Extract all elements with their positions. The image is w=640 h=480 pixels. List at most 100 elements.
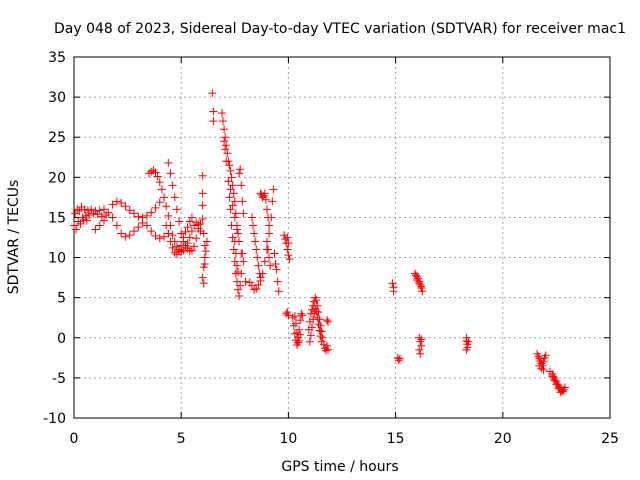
y-tick-label: 5 [57, 291, 66, 307]
data-point [235, 169, 244, 178]
data-point [199, 229, 208, 238]
data-point [168, 181, 177, 190]
data-point [550, 376, 559, 385]
data-point [121, 202, 130, 211]
data-point [265, 221, 274, 230]
data-point [121, 232, 130, 241]
data-point [283, 245, 292, 254]
x-tick-label: 15 [387, 431, 405, 447]
data-point [234, 267, 243, 276]
data-point [201, 247, 210, 256]
data-point [162, 202, 171, 211]
data-point [155, 234, 164, 243]
data-point [274, 287, 283, 296]
data-point [312, 296, 321, 305]
data-point [316, 332, 325, 341]
data-point [321, 346, 330, 355]
data-point [237, 249, 246, 258]
data-point [117, 199, 126, 208]
data-point [187, 246, 196, 255]
data-point [97, 212, 106, 221]
data-point [95, 221, 104, 230]
data-point [410, 269, 419, 278]
data-point [292, 328, 301, 337]
data-point [187, 213, 196, 222]
data-point [250, 285, 259, 294]
data-point [284, 239, 293, 248]
data-point [175, 217, 184, 226]
data-point [200, 241, 209, 250]
data-point [100, 216, 109, 225]
data-point [464, 337, 473, 346]
data-point [225, 193, 234, 202]
data-point [237, 181, 246, 190]
data-point [75, 207, 84, 216]
data-point [81, 211, 90, 220]
data-point [151, 203, 160, 212]
data-point [70, 221, 78, 230]
data-point [261, 195, 270, 204]
data-point [322, 316, 331, 325]
data-point [288, 313, 297, 322]
data-point [200, 259, 209, 268]
data-point [235, 237, 244, 246]
data-point [537, 364, 546, 373]
data-point [236, 281, 245, 290]
data-point [100, 205, 109, 214]
y-tick-label: 35 [48, 50, 66, 66]
data-point [179, 246, 188, 255]
data-point [250, 229, 259, 238]
data-point [125, 206, 134, 215]
data-point [245, 278, 254, 287]
data-point [142, 211, 151, 220]
data-point [251, 237, 260, 246]
data-point [264, 213, 273, 222]
data-point [294, 338, 303, 347]
data-point [192, 234, 201, 243]
data-point [264, 245, 273, 254]
data-point [314, 320, 323, 329]
data-point [221, 133, 230, 142]
data-point [415, 279, 424, 288]
data-point [181, 227, 190, 236]
chart-title: Day 048 of 2023, Sidereal Day-to-day VTE… [54, 21, 626, 37]
data-point [160, 193, 169, 202]
data-point [108, 200, 117, 209]
y-tick-label: 0 [57, 331, 66, 347]
data-point [388, 279, 397, 288]
data-point [164, 158, 173, 167]
data-point [160, 232, 169, 241]
data-point [226, 166, 235, 175]
data-point [151, 168, 160, 177]
data-point [185, 247, 194, 256]
data-point [142, 221, 151, 230]
data-point [151, 231, 160, 240]
data-point [283, 308, 292, 317]
data-point [85, 211, 94, 220]
data-point [130, 209, 139, 218]
data-point [155, 198, 164, 207]
data-point [177, 229, 186, 238]
data-point [282, 309, 291, 318]
data-point [147, 227, 156, 236]
data-point [262, 205, 271, 214]
data-point [208, 89, 217, 98]
data-point [162, 221, 171, 230]
data-point [268, 197, 277, 206]
data-point [237, 269, 246, 278]
data-point [317, 337, 326, 346]
data-point [236, 165, 245, 174]
data-point [249, 221, 258, 230]
data-point [229, 245, 238, 254]
data-point [198, 273, 207, 282]
data-point [253, 253, 262, 262]
data-point [238, 197, 247, 206]
data-point [198, 215, 207, 224]
data-point [295, 336, 304, 345]
data-point [290, 312, 299, 321]
data-point [281, 235, 290, 244]
data-point [317, 327, 326, 336]
data-point [79, 215, 88, 224]
data-point [166, 169, 175, 178]
data-point [554, 384, 563, 393]
